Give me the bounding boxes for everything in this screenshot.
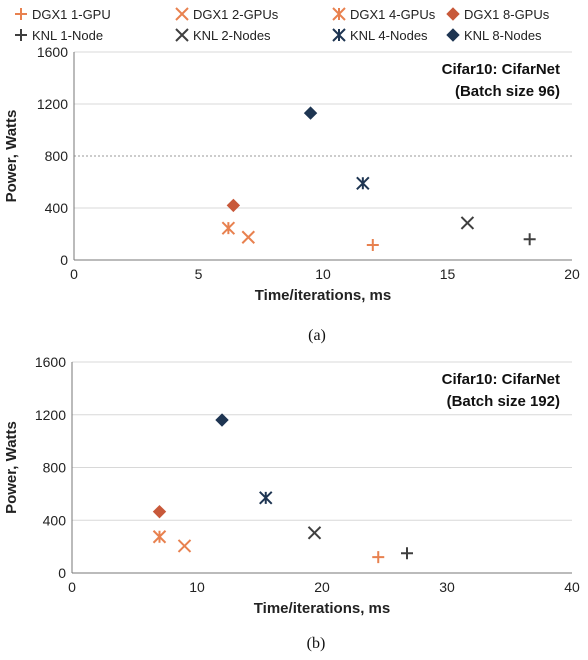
data-point-knl-2-nodes [307, 526, 322, 540]
y-tick-label: 800 [45, 148, 69, 164]
data-point-knl-1-node [401, 547, 413, 560]
y-tick-label: 1200 [37, 96, 68, 112]
x-axis-title: Time/iterations, ms [254, 600, 390, 617]
legend-marker-x-icon [175, 28, 189, 42]
chart-panel-a: 0 400 800 1200 1600 0 5 10 15 20 Time/iterations, … [3, 44, 580, 344]
legend-marker-plus-icon [15, 8, 27, 20]
data-point-knl-4-nodes [259, 491, 273, 505]
legend: DGX1 1-GPU DGX1 2-GPUs DGX1 4-GPUs DGX1 8-G… [15, 7, 550, 43]
legend-marker-plus-icon [15, 29, 27, 41]
y-tick-label: 1600 [35, 354, 66, 370]
x-tick-label: 10 [189, 579, 205, 595]
data-point-dgx1-2-gpus [177, 539, 192, 553]
legend-entry-knl-8-nodes: KNL 8-Nodes [446, 28, 542, 43]
x-tick-label: 20 [314, 579, 330, 595]
legend-marker-asterisk-icon [332, 7, 346, 21]
x-tick-label: 30 [439, 579, 455, 595]
data-point-knl-1-node [523, 233, 536, 246]
data-point-knl-8-nodes [215, 413, 229, 427]
x-tick-label: 5 [195, 266, 203, 282]
y-axis-title: Power, Watts [3, 110, 20, 203]
gridlines [72, 361, 572, 521]
legend-entry-dgx1-2-gpus: DGX1 2-GPUs [175, 7, 279, 22]
data-points [221, 106, 536, 252]
data-point-knl-4-nodes [356, 176, 370, 191]
legend-label: DGX1 2-GPUs [193, 7, 279, 22]
y-tick-label: 1200 [35, 407, 66, 423]
data-point-dgx1-1-gpu [372, 551, 385, 564]
gridlines [74, 51, 572, 209]
legend-entry-dgx1-1-gpu: DGX1 1-GPU [15, 7, 111, 22]
annotation-line: Cifar10: CifarNet [442, 61, 560, 78]
legend-label: KNL 1-Node [32, 28, 103, 43]
data-point-dgx1-8-gpus [226, 198, 241, 213]
y-tick-label: 400 [43, 512, 67, 528]
legend-entry-knl-2-nodes: KNL 2-Nodes [175, 28, 271, 43]
data-points [152, 413, 413, 564]
annotation-line: Cifar10: CifarNet [442, 371, 560, 388]
x-tick-label: 20 [564, 266, 580, 282]
legend-marker-diamond-icon [446, 28, 460, 42]
chart-panel-b: 0 400 800 1200 1600 0 10 20 30 40 Time/iterations,… [3, 354, 580, 652]
data-point-knl-8-nodes [303, 106, 318, 120]
legend-label: KNL 8-Nodes [464, 28, 542, 43]
legend-label: DGX1 1-GPU [32, 7, 111, 22]
y-tick-label: 0 [58, 565, 66, 581]
data-point-dgx1-2-gpus [241, 230, 256, 244]
data-point-dgx1-4-gpus [152, 530, 167, 544]
x-tick-label: 0 [68, 579, 76, 595]
x-tick-label: 0 [70, 266, 78, 282]
chart-annotation: Cifar10: CifarNet (Batch size 96) [442, 61, 560, 100]
legend-entry-dgx1-4-gpus: DGX1 4-GPUs [332, 7, 436, 22]
y-tick-label: 0 [60, 252, 68, 268]
legend-label: KNL 2-Nodes [193, 28, 271, 43]
legend-label: DGX1 4-GPUs [350, 7, 436, 22]
y-tick-label: 800 [43, 460, 67, 476]
legend-label: DGX1 8-GPUs [464, 7, 550, 22]
legend-marker-x-icon [175, 7, 189, 21]
data-point-dgx1-8-gpus [152, 504, 167, 519]
legend-marker-diamond-icon [446, 7, 460, 21]
x-tick-label: 10 [315, 266, 331, 282]
legend-entry-dgx1-8-gpus: DGX1 8-GPUs [446, 7, 550, 22]
panel-caption: (b) [307, 635, 326, 652]
annotation-line: (Batch size 96) [455, 83, 560, 100]
data-point-knl-2-nodes [460, 216, 475, 230]
y-axis-title: Power, Watts [3, 421, 20, 514]
legend-entry-knl-4-nodes: KNL 4-Nodes [332, 28, 428, 43]
x-tick-label: 40 [564, 579, 580, 595]
annotation-line: (Batch size 192) [447, 393, 560, 410]
data-point-dgx1-1-gpu [366, 239, 379, 252]
y-tick-label: 1600 [37, 44, 68, 60]
chart-annotation: Cifar10: CifarNet (Batch size 192) [442, 371, 560, 410]
x-tick-label: 15 [440, 266, 456, 282]
legend-entry-knl-1-node: KNL 1-Node [15, 28, 103, 43]
y-tick-label: 400 [45, 200, 69, 216]
data-point-dgx1-4-gpus [221, 221, 236, 235]
x-axis-title: Time/iterations, ms [255, 287, 391, 304]
panel-caption: (a) [308, 327, 326, 344]
legend-label: KNL 4-Nodes [350, 28, 428, 43]
legend-marker-asterisk-icon [332, 28, 346, 42]
